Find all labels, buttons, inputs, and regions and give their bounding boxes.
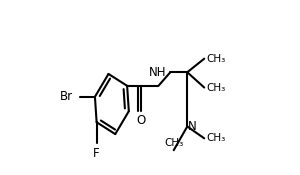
- Text: CH₃: CH₃: [207, 54, 226, 64]
- Text: CH₃: CH₃: [164, 138, 183, 148]
- Text: CH₃: CH₃: [207, 82, 226, 93]
- Text: O: O: [136, 114, 146, 127]
- Text: N: N: [188, 120, 197, 133]
- Text: CH₃: CH₃: [207, 133, 226, 143]
- Text: F: F: [93, 147, 100, 160]
- Text: Br: Br: [60, 90, 73, 103]
- Text: NH: NH: [149, 66, 167, 79]
